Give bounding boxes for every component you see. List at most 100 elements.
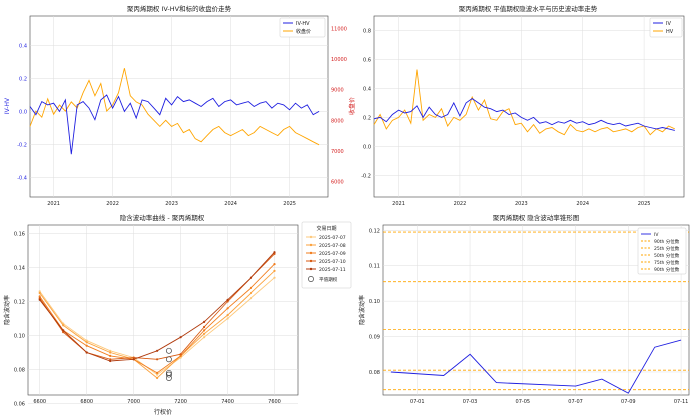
panel2-y-tick-label: 0.2 (363, 115, 371, 121)
panel1-y2-ticks: 6000 7000 8000 9000 10000 11000 (331, 26, 347, 185)
panel4-grid (383, 225, 689, 395)
panel3-legend-atm-marker (308, 276, 314, 282)
panel1-series-iv-hv (29, 94, 320, 155)
panel3-legend-label: 2025-07-09 (319, 251, 346, 257)
panel3-point (132, 356, 135, 359)
panel1-y2-tick-label: 6000 (331, 180, 344, 186)
panel1-legend-iv-hv: IV-HV (296, 21, 310, 27)
panel3-point (109, 349, 112, 352)
panel2-x-tick-label: 2024 (576, 201, 589, 207)
panel3-title: 隐含波动率曲线 - 聚丙烯期权 (120, 213, 205, 222)
panel3-point (109, 358, 112, 361)
panel3-point (85, 341, 88, 344)
panel3-legend-marker (309, 243, 313, 247)
panel3-x-label: 行权价 (154, 408, 172, 416)
panel4-legend-label: 25th 分位数 (654, 245, 680, 252)
panel3-x-tick-label: 6600 (33, 399, 46, 405)
panel4-x-tick-label: 07-05 (516, 399, 531, 405)
panel1-y-tick-label: 0.0 (19, 109, 27, 115)
panel3-atm-marker (165, 347, 172, 354)
panel3-point (179, 353, 182, 356)
panel4-x-tick-label: 07-09 (621, 399, 636, 405)
panel2-y-tick-label: 0.0 (363, 144, 371, 150)
panel2-series-iv (373, 97, 675, 131)
panel4-x-tick-label: 07-07 (568, 399, 583, 405)
panel3-point (156, 349, 159, 352)
panel3-legend: 交易日期 2025-07-07 2025-07-08 2025-07-09 2025-… (301, 221, 352, 289)
panel1-y2-label: 收盘价 (348, 97, 356, 115)
panel3-point (85, 344, 88, 347)
panel3-x-tick-label: 7400 (221, 399, 234, 405)
panel3-y-tick-label: 0.08 (14, 368, 25, 374)
panel2-x-tick-label: 2021 (392, 201, 405, 207)
panel1-plot-area (29, 15, 329, 198)
panel3-legend-marker (309, 251, 313, 255)
panel3-x-tick-label: 7200 (174, 399, 187, 405)
panel2-legend-iv: IV (666, 21, 671, 27)
panel1-title: 聚丙烯期权 IV-HV和标的收盘价走势 (127, 4, 232, 13)
panel3-point (179, 354, 182, 357)
panel3-plot-area (27, 224, 299, 396)
panel3-x-tick-label: 7600 (268, 399, 281, 405)
panel2-title: 聚丙烯期权 平值期权隐波水平与历史波动率走势 (459, 4, 598, 13)
panel3-point (249, 291, 253, 295)
panel3-point (203, 320, 206, 323)
panel3-legend-marker (309, 259, 313, 263)
panel3-y-ticks: 0.06 0.08 0.10 0.12 0.14 0.16 (14, 232, 25, 408)
panel3-point (109, 359, 112, 363)
panel3-point (226, 317, 229, 320)
panel3-y-tick-label: 0.16 (14, 232, 25, 238)
panel3-point (38, 290, 41, 293)
panel1-x-tick-label: 2022 (106, 201, 119, 207)
panel3-point (273, 276, 276, 279)
panel1-x-tick-label: 2024 (224, 201, 237, 207)
panel-iv-hv-levels: 聚丙烯期权 平值期权隐波水平与历史波动率走势 -0.2 0.0 0.2 0.4 0.6 0… (361, 4, 685, 207)
panel1-x-tick-label: 2021 (47, 201, 60, 207)
panel3-point (62, 324, 65, 327)
panel1-y2-tick-label: 7000 (331, 149, 344, 155)
panel3-point (203, 325, 206, 329)
panel3-y-label: 隐含波动率 (3, 295, 11, 325)
panel3-point (38, 298, 41, 301)
panel3-point (226, 298, 229, 301)
panel1-y-tick-label: 0.2 (19, 77, 27, 83)
panel3-point (203, 336, 206, 339)
panel3-point (273, 269, 276, 272)
panel3-legend-title: 交易日期 (316, 225, 336, 232)
panel3-legend-label: 2025-07-11 (319, 267, 346, 273)
panel2-y-tick-label: 0.6 (363, 57, 371, 63)
panel2-y-tick-label: 0.4 (363, 86, 371, 92)
panel3-series-group (38, 251, 276, 380)
panel4-title: 聚丙烯期权 隐含波动率锥形图 (493, 213, 580, 222)
panel3-point (85, 351, 88, 354)
panel-vol-cone: 聚丙烯期权 隐含波动率锥形图 0.08 0.09 0.10 0.11 0.12 07-0… (358, 213, 690, 405)
panel3-point (38, 291, 41, 295)
panel3-point (38, 297, 41, 300)
panel-vol-smile: 隐含波动率曲线 - 聚丙烯期权 0.06 0.08 0.10 0.12 0.14 0.16… (3, 213, 352, 416)
panel4-y-tick-label: 0.08 (369, 370, 380, 376)
panel2-x-ticks: 2021 2022 2023 2024 2025 (392, 201, 650, 207)
panel2-plot-area (373, 15, 685, 198)
panel3-point (249, 297, 253, 300)
panel3-point (203, 332, 206, 335)
panel2-x-tick-label: 2022 (454, 201, 467, 207)
panel3-point (203, 329, 206, 332)
panel1-y2-tick-label: 8000 (331, 118, 344, 124)
panel3-x-tick-label: 6800 (80, 399, 93, 405)
panel4-legend-label: IV (654, 232, 659, 238)
panel3-point (249, 286, 253, 289)
panel1-y2-tick-label: 11000 (331, 26, 347, 32)
panel3-point (156, 373, 159, 376)
panel4-y-tick-label: 0.10 (369, 299, 380, 305)
panel4-x-tick-label: 07-11 (674, 399, 689, 405)
panel3-point (179, 356, 182, 359)
panel3-point (109, 351, 112, 354)
panel2-x-tick-label: 2025 (638, 201, 651, 207)
panel1-x-tick-label: 2023 (165, 201, 178, 207)
panel1-series-close-price (29, 68, 320, 146)
panel2-y-tick-label: -0.2 (361, 173, 371, 179)
panel3-x-ticks: 6600 6800 7000 7200 7400 7600 (33, 399, 281, 405)
panel1-y-tick-label: -0.4 (17, 175, 27, 181)
